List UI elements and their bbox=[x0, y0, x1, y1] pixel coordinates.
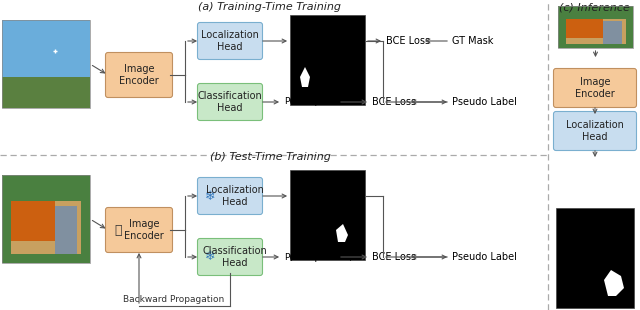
Bar bbox=[603, 21, 621, 44]
Text: 🔥: 🔥 bbox=[115, 224, 122, 237]
FancyBboxPatch shape bbox=[198, 23, 262, 60]
Bar bbox=[2, 20, 90, 77]
FancyBboxPatch shape bbox=[106, 207, 173, 253]
Text: P(Manipulated): P(Manipulated) bbox=[284, 253, 353, 262]
Text: Classification
Head: Classification Head bbox=[203, 246, 268, 268]
FancyBboxPatch shape bbox=[554, 69, 637, 108]
Polygon shape bbox=[604, 270, 624, 296]
Text: Pseudo Label: Pseudo Label bbox=[452, 252, 517, 262]
Text: BCE Loss: BCE Loss bbox=[386, 36, 430, 46]
Bar bbox=[2, 20, 90, 108]
Text: Image
Encoder: Image Encoder bbox=[575, 77, 615, 99]
FancyBboxPatch shape bbox=[198, 83, 262, 121]
Text: Localization
Head: Localization Head bbox=[206, 185, 264, 207]
Bar bbox=[556, 208, 634, 308]
Text: Image
Encoder: Image Encoder bbox=[119, 64, 159, 86]
Bar bbox=[2, 175, 90, 263]
FancyBboxPatch shape bbox=[198, 238, 262, 276]
Bar bbox=[11, 202, 81, 254]
Text: Pseudo Label: Pseudo Label bbox=[452, 97, 517, 107]
Bar bbox=[11, 202, 55, 241]
Bar bbox=[55, 206, 77, 254]
FancyBboxPatch shape bbox=[554, 112, 637, 150]
Text: (c) Inference: (c) Inference bbox=[559, 2, 629, 12]
Text: (a) Training-Time Training: (a) Training-Time Training bbox=[198, 2, 342, 12]
Text: GT Mask: GT Mask bbox=[452, 36, 493, 46]
Bar bbox=[290, 15, 365, 105]
Text: BCE Loss: BCE Loss bbox=[372, 97, 416, 107]
Text: ❄️: ❄️ bbox=[205, 189, 215, 202]
Text: Backward Propagation: Backward Propagation bbox=[124, 295, 225, 304]
Bar bbox=[566, 19, 625, 44]
Text: (b) Test-Time Training: (b) Test-Time Training bbox=[209, 152, 330, 162]
Text: BCE Loss: BCE Loss bbox=[372, 252, 416, 262]
Bar bbox=[290, 170, 365, 260]
FancyBboxPatch shape bbox=[198, 178, 262, 215]
Text: Localization
Head: Localization Head bbox=[201, 30, 259, 52]
FancyBboxPatch shape bbox=[106, 52, 173, 98]
Text: Localization
Head: Localization Head bbox=[566, 120, 624, 142]
Text: Classification
Head: Classification Head bbox=[198, 91, 262, 113]
Bar bbox=[2, 77, 90, 108]
Bar bbox=[2, 175, 90, 263]
Text: ❄️: ❄️ bbox=[205, 250, 215, 264]
Polygon shape bbox=[300, 67, 310, 87]
Polygon shape bbox=[336, 224, 348, 242]
Bar bbox=[566, 19, 603, 38]
Bar bbox=[558, 6, 633, 48]
Text: Image
Encoder: Image Encoder bbox=[124, 219, 164, 241]
Text: P(Manipulated): P(Manipulated) bbox=[284, 98, 353, 107]
Bar bbox=[558, 6, 633, 48]
